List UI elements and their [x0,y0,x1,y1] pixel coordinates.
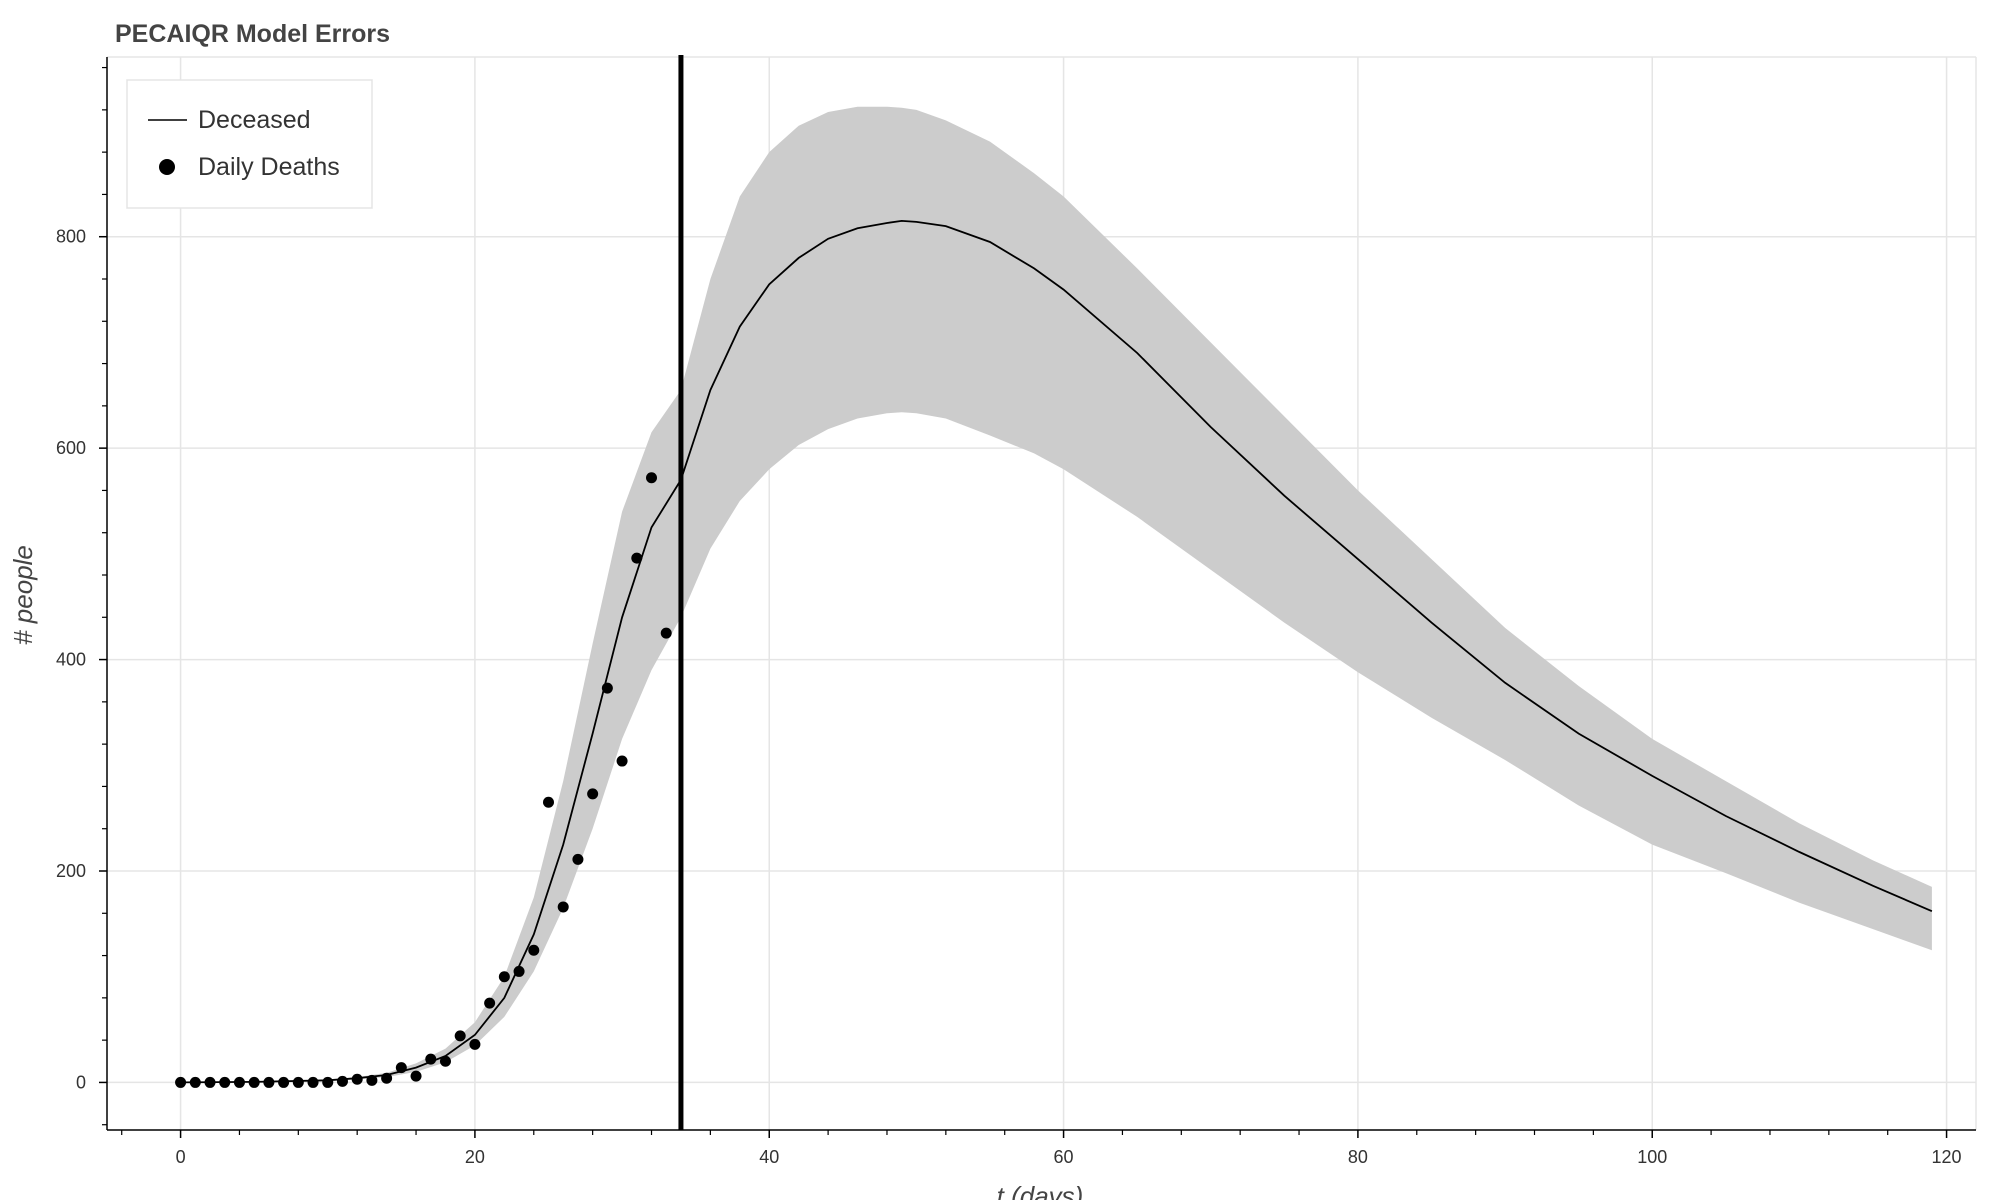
data-point [601,682,613,694]
x-tick-label: 80 [1348,1147,1368,1167]
x-tick-label: 40 [759,1147,779,1167]
data-point [616,755,628,767]
data-point [292,1076,304,1088]
data-point [557,901,569,913]
x-tick-label: 120 [1932,1147,1962,1167]
data-point [351,1073,363,1085]
data-point [542,796,554,808]
data-point [439,1055,451,1067]
data-point [307,1076,319,1088]
x-tick-label: 0 [176,1147,186,1167]
y-tick-label: 200 [56,861,86,881]
y-tick-label: 800 [56,227,86,247]
data-point [219,1076,231,1088]
data-point [263,1076,275,1088]
legend-entry-daily-deaths: Daily Deaths [198,153,340,181]
x-tick-label: 100 [1637,1147,1667,1167]
data-point [322,1076,334,1088]
y-tick-label: 400 [56,650,86,670]
data-point [395,1062,407,1074]
grid [107,56,1977,1130]
data-point [278,1076,290,1088]
y-axis-label: # people [8,545,38,645]
data-point [410,1070,422,1082]
y-axis-ticks: 0 200 400 600 800 [56,66,107,1126]
data-point [425,1053,437,1065]
axes [106,57,1976,1131]
legend-point-swatch [159,159,175,175]
data-point [469,1038,481,1050]
data-point [646,472,658,484]
x-tick-label: 20 [465,1147,485,1167]
confidence-band [180,106,1932,1083]
chart-title: PECAIQR Model Errors [115,20,390,48]
confidence-band-area [180,106,1932,1083]
data-point [175,1076,187,1088]
data-point [189,1076,201,1088]
x-tick-label: 60 [1054,1147,1074,1167]
data-point [233,1076,245,1088]
data-point [528,944,540,956]
x-axis-ticks: 0 20 40 60 80 100 120 [121,1130,1962,1167]
legend-box [126,79,373,209]
data-point [248,1076,260,1088]
data-point [572,853,584,865]
data-point [381,1072,393,1084]
data-point [587,788,599,800]
deceased-line-path [180,219,1933,1084]
legend: Deceased Daily Deaths [126,79,373,209]
legend-entry-deceased: Deceased [198,106,311,134]
data-point [513,965,525,977]
data-point [204,1076,216,1088]
data-point [498,971,510,983]
data-point [484,997,496,1009]
data-point [660,627,672,639]
y-tick-label: 600 [56,438,86,458]
deceased-line [180,219,1933,1084]
data-point [366,1074,378,1086]
data-point [454,1030,466,1042]
data-point [631,552,643,564]
x-axis-label: t (days) [997,1181,1084,1200]
daily-deaths-points [175,472,672,1088]
data-point [336,1075,348,1087]
y-tick-label: 0 [76,1072,86,1092]
